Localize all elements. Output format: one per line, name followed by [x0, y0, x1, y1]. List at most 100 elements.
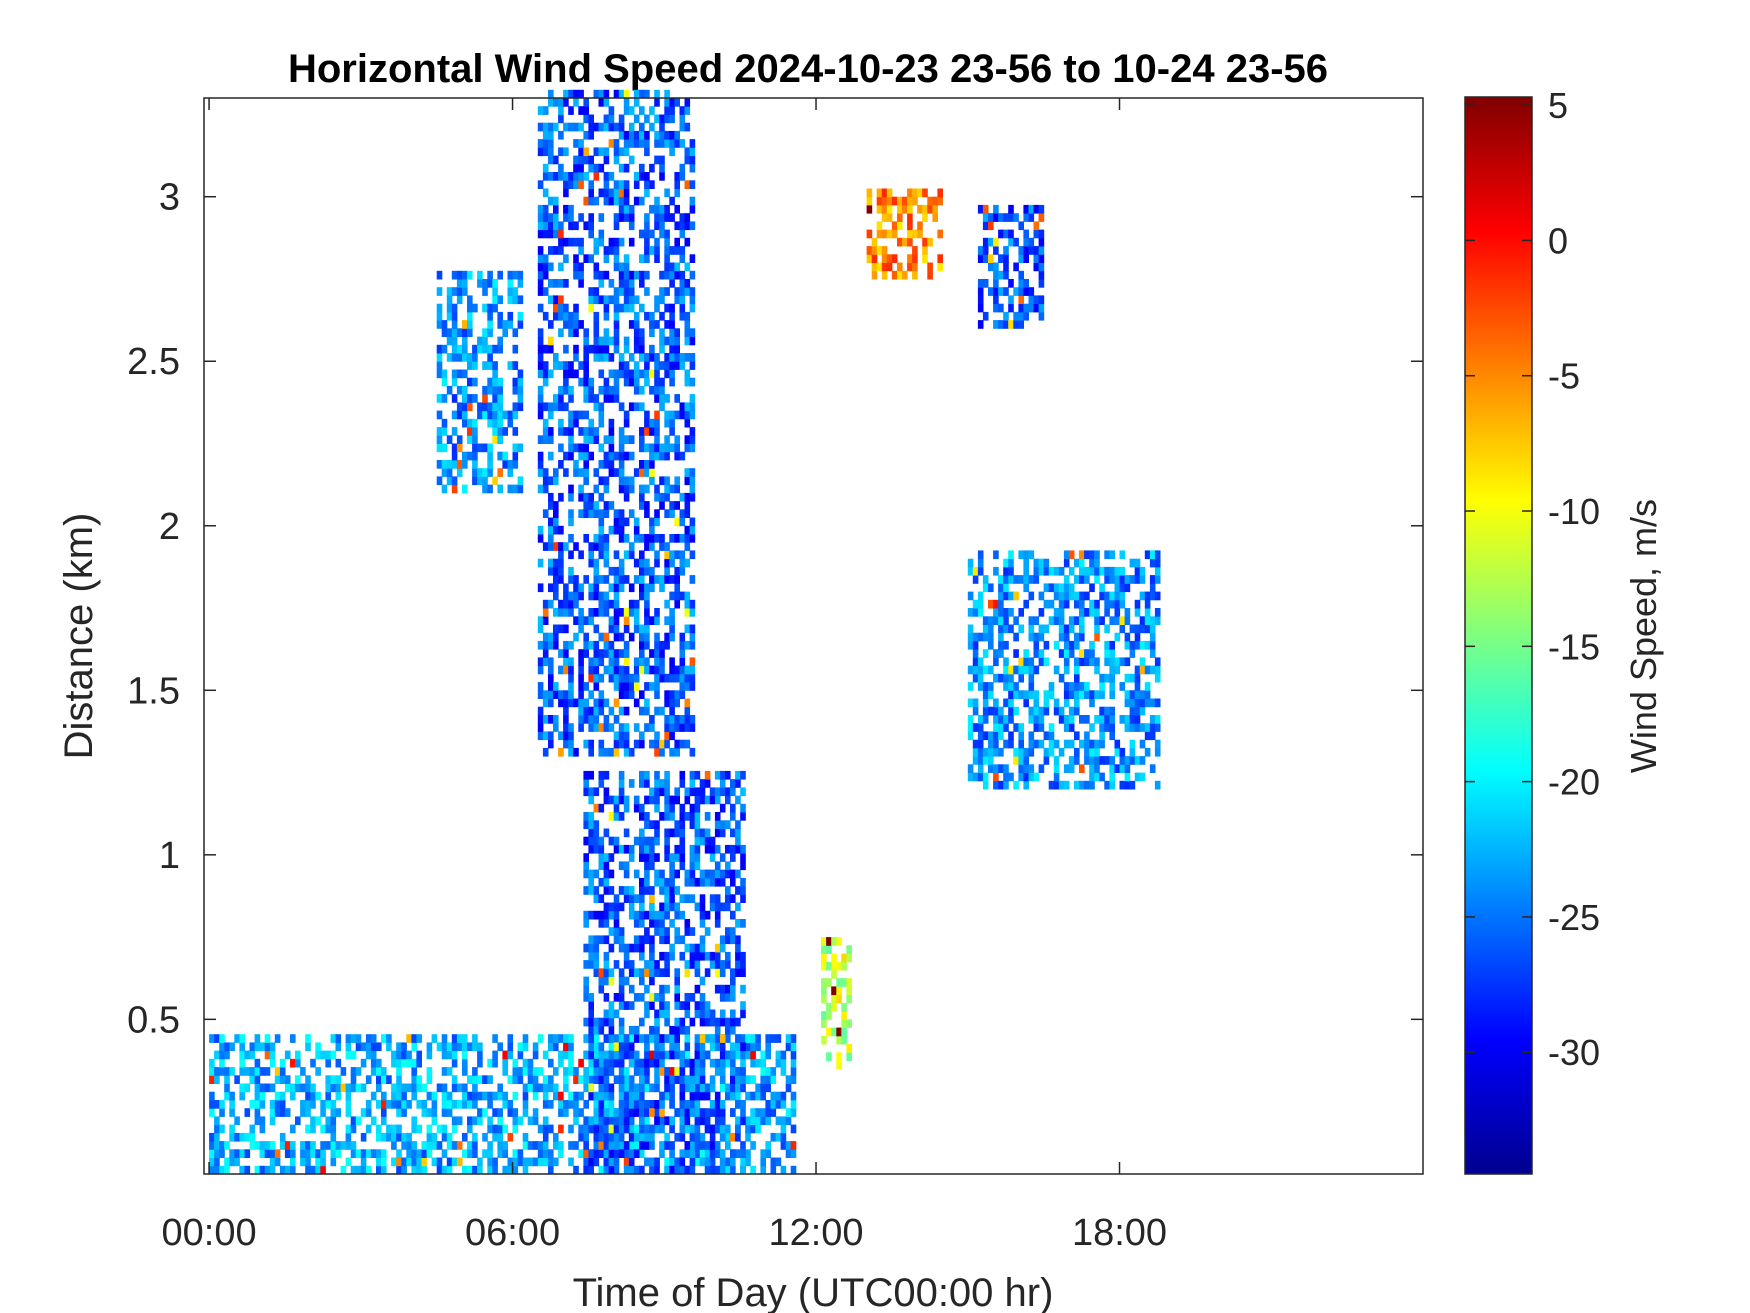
- heatmap-cell: [714, 787, 721, 797]
- heatmap-cell: [1074, 558, 1080, 568]
- heatmap-cell: [770, 1157, 777, 1167]
- heatmap-cell: [573, 303, 579, 313]
- heatmap-cell: [654, 1157, 660, 1167]
- heatmap-cell: [699, 1042, 706, 1052]
- heatmap-cell: [841, 1011, 847, 1020]
- heatmap-cell: [669, 147, 675, 157]
- heatmap-cell: [588, 295, 594, 305]
- heatmap-cell: [310, 1091, 316, 1101]
- heatmap-cell: [472, 1075, 478, 1084]
- heatmap-cell: [669, 591, 675, 601]
- heatmap-cell: [689, 1100, 696, 1109]
- heatmap-cell: [456, 1100, 463, 1109]
- heatmap-cell: [214, 1100, 220, 1109]
- heatmap-cell: [644, 509, 650, 518]
- heatmap-cell: [548, 402, 554, 412]
- heatmap-cell: [639, 163, 645, 173]
- heatmap-cell: [684, 534, 691, 543]
- heatmap-cell: [719, 1058, 726, 1068]
- heatmap-cell: [694, 943, 701, 953]
- heatmap-cell: [1003, 591, 1009, 601]
- heatmap-cell: [730, 1108, 736, 1117]
- heatmap-cell: [290, 1058, 296, 1068]
- heatmap-cell: [613, 221, 620, 231]
- heatmap-cell: [598, 649, 605, 658]
- heatmap-cell: [674, 1017, 680, 1027]
- heatmap-cell: [295, 1116, 301, 1126]
- heatmap-cell: [603, 1116, 610, 1126]
- heatmap-cell: [907, 237, 913, 247]
- heatmap-cell: [886, 204, 893, 214]
- heatmap-cell: [1033, 698, 1040, 708]
- heatmap-cell: [224, 1067, 230, 1076]
- heatmap-cell: [664, 435, 670, 444]
- heatmap-cell: [684, 869, 691, 879]
- heatmap-cell: [669, 943, 675, 953]
- heatmap-cell: [239, 1067, 245, 1076]
- heatmap-cell: [618, 665, 625, 675]
- heatmap-cell: [588, 287, 594, 296]
- heatmap-cell: [532, 1042, 539, 1052]
- heatmap-cell: [1154, 780, 1161, 790]
- heatmap-cell: [234, 1157, 240, 1167]
- heatmap-cell: [644, 877, 650, 887]
- heatmap-cell: [568, 591, 574, 601]
- heatmap-cell: [1003, 698, 1009, 708]
- heatmap-cell: [1074, 756, 1080, 765]
- heatmap-cell: [1008, 558, 1014, 568]
- heatmap-cell: [563, 172, 569, 181]
- heatmap-cell: [664, 927, 670, 936]
- heatmap-cell: [679, 287, 686, 296]
- heatmap-cell: [633, 698, 640, 708]
- heatmap-cell: [598, 369, 605, 379]
- heatmap-cell: [482, 468, 488, 477]
- heatmap-cell: [608, 640, 615, 650]
- y-tick-label: 2: [159, 506, 180, 548]
- heatmap-cell: [573, 468, 579, 477]
- heatmap-cell: [871, 254, 878, 263]
- heatmap-cell: [497, 1108, 503, 1117]
- heatmap-cell: [1079, 690, 1085, 699]
- heatmap-cell: [239, 1091, 245, 1101]
- heatmap-cell: [684, 993, 691, 1002]
- heatmap-cell: [613, 608, 620, 617]
- heatmap-cell: [593, 1116, 600, 1126]
- heatmap-cell: [1038, 213, 1045, 222]
- heatmap-cell: [598, 402, 605, 412]
- heatmap-cell: [1119, 599, 1126, 609]
- heatmap-cell: [649, 1132, 655, 1142]
- heatmap-cell: [411, 1083, 417, 1093]
- heatmap-cell: [649, 836, 655, 846]
- heatmap-cell: [628, 1108, 635, 1117]
- heatmap-cell: [654, 427, 660, 436]
- heatmap-cell: [482, 279, 488, 288]
- heatmap-cell: [456, 1157, 463, 1167]
- heatmap-cell: [1063, 575, 1070, 584]
- heatmap-cell: [305, 1149, 311, 1158]
- heatmap-cell: [644, 566, 650, 576]
- heatmap-cell: [664, 828, 670, 838]
- heatmap-cell: [699, 919, 706, 928]
- heatmap-cell: [1104, 723, 1110, 732]
- heatmap-cell: [1048, 731, 1055, 741]
- heatmap-cell: [998, 599, 1004, 609]
- heatmap-cell: [229, 1149, 235, 1158]
- heatmap-cell: [618, 1083, 625, 1093]
- heatmap-cell: [583, 328, 589, 337]
- heatmap-cell: [376, 1132, 382, 1142]
- heatmap-cell: [628, 1100, 635, 1109]
- heatmap-cell: [694, 1083, 701, 1093]
- heatmap-cell: [411, 1058, 417, 1068]
- heatmap-cell: [633, 344, 640, 354]
- heatmap-cell: [608, 747, 615, 757]
- heatmap-cell: [740, 844, 746, 854]
- heatmap-cell: [982, 690, 989, 699]
- heatmap-cell: [608, 869, 615, 879]
- heatmap-cell: [972, 640, 979, 650]
- heatmap-cell: [355, 1067, 362, 1076]
- heatmap-cell: [1008, 295, 1014, 305]
- heatmap-cell: [365, 1042, 372, 1052]
- heatmap-cell: [608, 665, 615, 675]
- heatmap-cell: [568, 566, 574, 576]
- heatmap-cell: [628, 550, 635, 560]
